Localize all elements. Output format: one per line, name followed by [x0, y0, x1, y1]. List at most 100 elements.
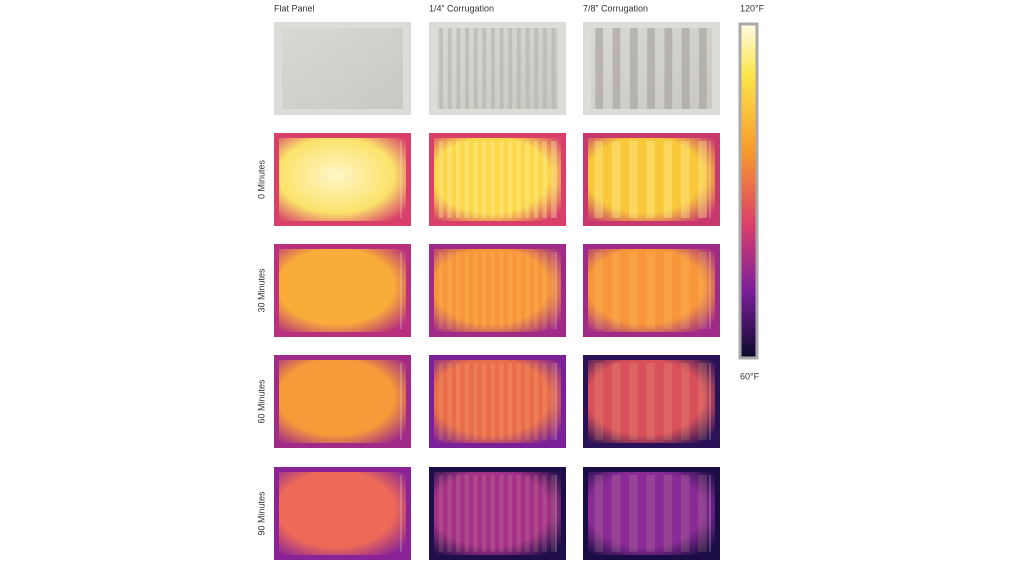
thermal-stripe	[663, 252, 673, 329]
thermal-stripe	[533, 141, 539, 218]
thermal-stripe	[629, 252, 638, 329]
thermal-panel	[279, 249, 406, 332]
thermal-stripe	[611, 363, 621, 440]
thermal-image	[429, 355, 566, 448]
thermal-stripe	[481, 475, 487, 552]
thermal-stripe	[594, 475, 604, 552]
color-bar-max: 120°F	[740, 3, 765, 13]
thermal-stripe	[490, 141, 495, 218]
thermal-stripe	[698, 363, 707, 440]
thermal-stripe	[438, 475, 444, 552]
thermal-panel	[434, 249, 561, 332]
thermal-stripe	[473, 363, 478, 440]
thermal-image	[274, 133, 411, 226]
panel	[437, 28, 558, 109]
thermal-stripe	[542, 363, 547, 440]
thermal-stripe	[473, 252, 478, 329]
thermal-stripe	[680, 252, 690, 329]
thermal-stripe	[499, 252, 504, 329]
thermal-stripe	[447, 363, 452, 440]
thermal-stripe	[525, 252, 530, 329]
thermal-panel	[588, 360, 715, 443]
thermal-stripe	[516, 475, 521, 552]
corrugation	[534, 28, 539, 109]
thermal-stripe	[447, 141, 452, 218]
thermal-panel	[434, 138, 561, 221]
sample-photo	[583, 22, 720, 115]
thermal-stripe	[542, 141, 547, 218]
panel	[282, 28, 403, 109]
thermal-stripe	[481, 141, 487, 218]
corrugation	[473, 28, 478, 109]
thermal-stripe	[551, 252, 556, 329]
thermal-stripe	[456, 475, 461, 552]
corrugation	[595, 28, 604, 109]
corrugation	[525, 28, 530, 109]
thermal-panel	[279, 472, 406, 555]
thermal-stripe	[698, 475, 707, 552]
thermal-image	[429, 467, 566, 560]
thermal-image	[274, 244, 411, 337]
thermal-stripe	[533, 252, 539, 329]
thermal-stripe	[447, 475, 452, 552]
corrugation	[439, 28, 444, 109]
column-header: Flat Panel	[274, 3, 315, 13]
corrugation	[447, 28, 452, 109]
thermal-stripe	[525, 363, 530, 440]
thermal-stripe	[646, 141, 655, 218]
thermal-stripe	[516, 363, 521, 440]
thermal-stripe	[507, 475, 513, 552]
thermal-image	[583, 133, 720, 226]
thermal-stripe	[680, 363, 690, 440]
thermal-stripe	[611, 475, 621, 552]
thermal-stripe	[551, 141, 556, 218]
thermal-image	[429, 244, 566, 337]
thermal-image	[274, 467, 411, 560]
thermal-stripe	[525, 141, 530, 218]
corrugation	[699, 28, 707, 109]
corrugation	[516, 28, 521, 109]
thermal-stripe	[663, 475, 673, 552]
corrugation	[612, 28, 621, 109]
thermal-stripe	[611, 141, 621, 218]
corrugation	[681, 28, 690, 109]
thermal-panel	[588, 249, 715, 332]
thermal-stripe	[525, 475, 530, 552]
thermal-stripe	[533, 363, 539, 440]
thermal-stripe	[438, 363, 444, 440]
thermal-stripe	[542, 252, 547, 329]
corrugation	[542, 28, 547, 109]
thermal-stripe	[456, 141, 461, 218]
thermal-stripe	[481, 363, 487, 440]
thermal-panel	[588, 138, 715, 221]
thermal-stripe	[473, 475, 478, 552]
row-label: 60 Minutes	[256, 379, 266, 424]
thermal-stripe	[438, 141, 444, 218]
thermal-stripe	[629, 475, 638, 552]
thermal-stripe	[551, 363, 556, 440]
thermal-stripe	[456, 363, 461, 440]
corrugation	[664, 28, 673, 109]
thermal-stripe	[507, 252, 513, 329]
corrugation	[551, 28, 556, 109]
thermal-stripe	[594, 363, 604, 440]
thermal-stripe	[464, 252, 469, 329]
thermal-stripe	[646, 475, 655, 552]
thermal-stripe	[516, 252, 521, 329]
thermal-stripe	[663, 363, 673, 440]
corrugation	[629, 28, 638, 109]
thermal-stripe	[646, 363, 655, 440]
thermal-stripe	[464, 475, 469, 552]
column-header: 7/8” Corrugation	[583, 3, 648, 13]
thermal-stripe	[507, 141, 513, 218]
thermal-stripe	[629, 141, 638, 218]
thermal-panel	[588, 472, 715, 555]
thermal-stripe	[490, 363, 495, 440]
thermal-panel	[434, 472, 561, 555]
thermal-stripe	[629, 363, 638, 440]
corrugation	[508, 28, 513, 109]
thermal-stripe	[533, 475, 539, 552]
thermal-stripe	[551, 475, 556, 552]
sample-photo	[274, 22, 411, 115]
